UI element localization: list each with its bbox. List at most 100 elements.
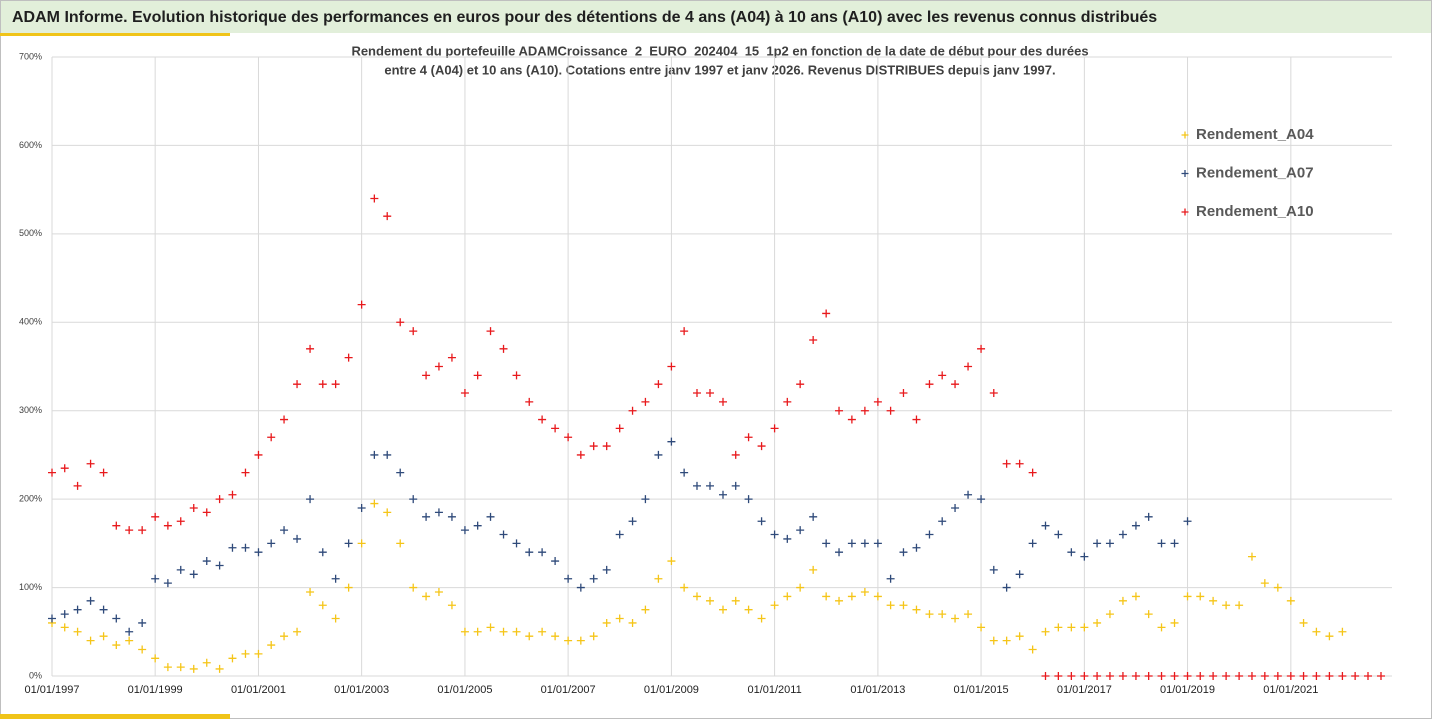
point (215, 664, 224, 673)
point (241, 543, 250, 552)
point (860, 539, 869, 548)
point (1131, 521, 1140, 530)
point (1222, 672, 1231, 680)
point (667, 362, 676, 371)
point (202, 658, 211, 667)
point (744, 433, 753, 442)
point (705, 389, 714, 398)
point (86, 636, 95, 645)
x-tick-label: 01/01/1997 (24, 684, 79, 696)
y-tick-label: 600% (19, 140, 42, 150)
chart-title: Rendement du portefeuille ADAMCroissance… (351, 43, 1088, 58)
point (989, 565, 998, 574)
point (73, 605, 82, 614)
chart-subtitle: entre 4 (A04) et 10 ans (A10). Cotations… (384, 62, 1055, 77)
point (1093, 618, 1102, 627)
point (1144, 672, 1153, 680)
point (1157, 539, 1166, 548)
point (1312, 627, 1321, 636)
point (757, 614, 766, 623)
point (499, 344, 508, 353)
point (899, 389, 908, 398)
point (1286, 672, 1295, 680)
point (215, 561, 224, 570)
point (1105, 672, 1114, 680)
x-tick-label: 01/01/2001 (231, 684, 286, 696)
point (176, 565, 185, 574)
legend-marker (1181, 170, 1189, 177)
point (280, 632, 289, 641)
legend-label: Rendement_A04 (1196, 126, 1314, 143)
point (499, 627, 508, 636)
point (1247, 672, 1256, 680)
point (306, 344, 315, 353)
point (396, 318, 405, 327)
point (409, 495, 418, 504)
point (564, 574, 573, 583)
point (138, 645, 147, 654)
point (615, 530, 624, 539)
point (138, 526, 147, 535)
point (873, 592, 882, 601)
point (551, 632, 560, 641)
point (254, 548, 263, 557)
point (409, 583, 418, 592)
point (744, 495, 753, 504)
point (912, 543, 921, 552)
point (1325, 632, 1334, 641)
point (1105, 610, 1114, 619)
y-tick-label: 100% (19, 582, 42, 592)
point (925, 530, 934, 539)
point (886, 406, 895, 415)
point (951, 503, 960, 512)
point (989, 636, 998, 645)
point (1080, 623, 1089, 632)
point (860, 406, 869, 415)
header-title: ADAM Informe. Evolution historique des p… (12, 9, 1157, 26)
point (176, 663, 185, 672)
point (293, 627, 302, 636)
point (951, 614, 960, 623)
point (964, 610, 973, 619)
x-tick-label: 01/01/2011 (747, 684, 801, 696)
point (977, 344, 986, 353)
point (551, 424, 560, 433)
point (822, 592, 831, 601)
point (525, 632, 534, 641)
point (409, 327, 418, 336)
x-tick-label: 01/01/2015 (954, 684, 1009, 696)
point (1286, 596, 1295, 605)
point (1067, 623, 1076, 632)
point (280, 415, 289, 424)
point (822, 309, 831, 318)
point (899, 548, 908, 557)
point (1170, 672, 1179, 680)
point (228, 543, 237, 552)
point (447, 601, 456, 610)
x-tick-label: 01/01/2007 (541, 684, 596, 696)
point (589, 574, 598, 583)
point (796, 583, 805, 592)
point (267, 539, 276, 548)
point (344, 583, 353, 592)
point (564, 636, 573, 645)
point (254, 649, 263, 658)
point (667, 437, 676, 446)
point (60, 623, 69, 632)
point (138, 618, 147, 627)
point (1054, 623, 1063, 632)
point (796, 526, 805, 535)
point (719, 397, 727, 406)
point (293, 534, 302, 543)
point (434, 362, 443, 371)
point (125, 636, 134, 645)
point (241, 649, 250, 658)
point (731, 596, 740, 605)
legend-label: Rendement_A07 (1196, 164, 1314, 181)
point (1196, 672, 1205, 680)
point (731, 481, 740, 490)
x-tick-label: 01/01/2017 (1057, 684, 1112, 696)
point (396, 468, 405, 477)
point (151, 574, 160, 583)
